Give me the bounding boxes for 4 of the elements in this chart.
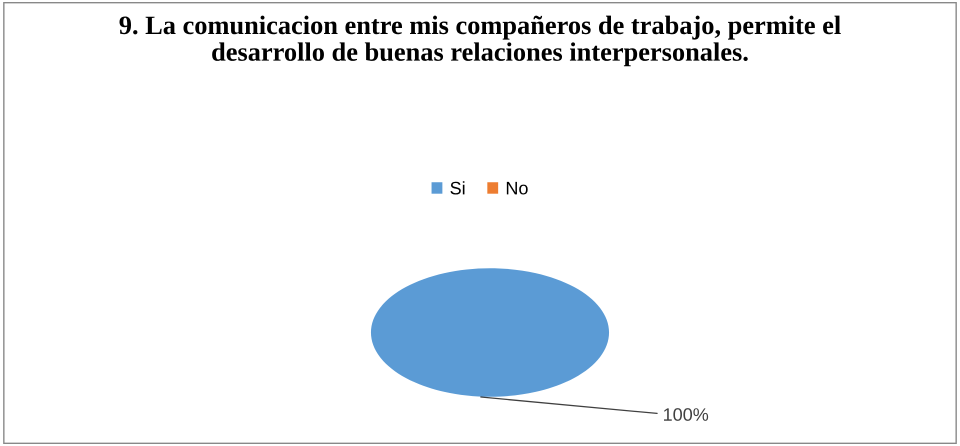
data-label: 100%: [664, 408, 708, 421]
legend-label: Si: [450, 181, 464, 195]
chart-title: 9. La comunicacion entre mis compañeros de trabajo, permite el desarrollo de buenas relaciones interpersonales.: [120, 16, 841, 66]
legend-label: No: [506, 182, 528, 195]
